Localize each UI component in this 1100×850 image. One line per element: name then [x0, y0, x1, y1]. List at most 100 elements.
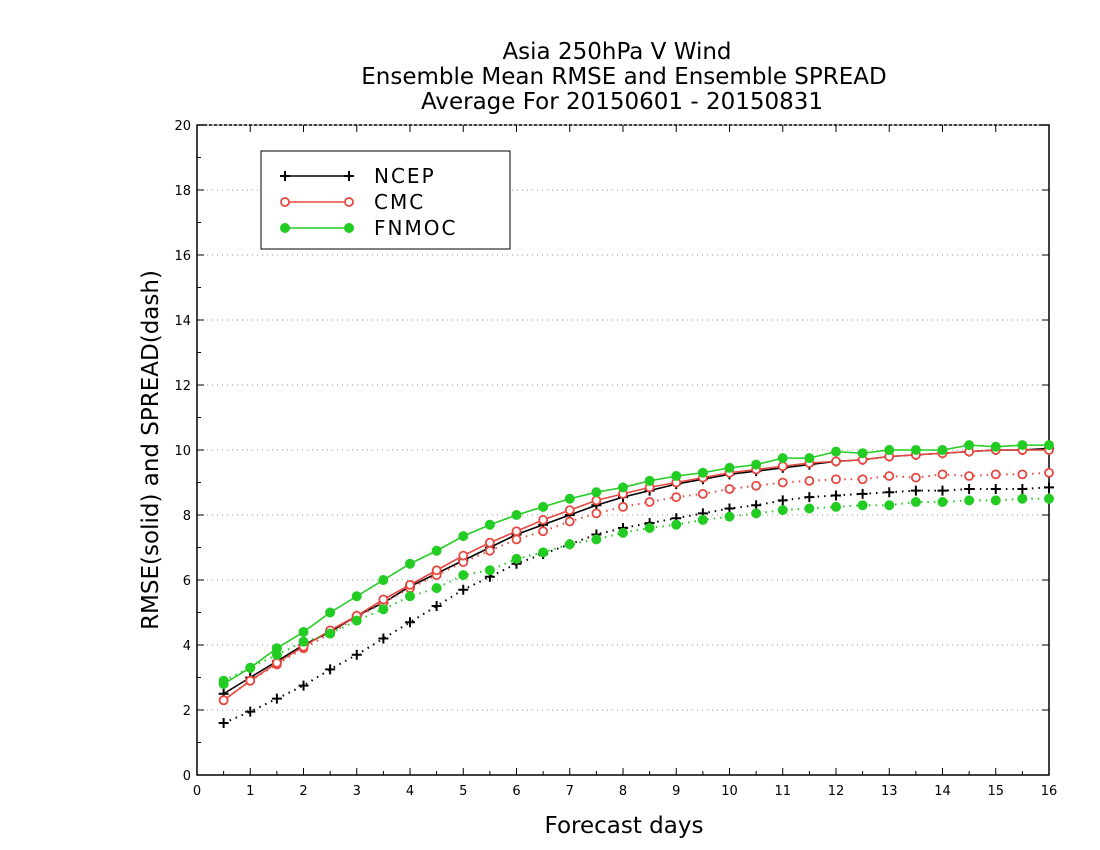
ncep-spread-point	[351, 649, 362, 660]
fnmoc-spread-point	[351, 615, 362, 626]
fnmoc-spread-point	[591, 534, 602, 545]
fnmoc-spread-point	[618, 527, 628, 538]
x-tick-label: 6	[512, 784, 520, 799]
cmc-spread-point	[591, 508, 602, 519]
fnmoc-spread-point	[1017, 493, 1028, 504]
cmc-spread-point	[644, 497, 655, 507]
y-tick-label: 10	[174, 444, 191, 459]
cmc-rmse-point	[218, 695, 229, 706]
x-axis-label: Forecast days	[545, 813, 704, 839]
fnmoc-rmse-point	[298, 627, 309, 637]
fnmoc-rmse-point	[511, 510, 522, 520]
cmc-rmse-point	[431, 565, 442, 576]
fnmoc-rmse-point	[218, 679, 229, 689]
fnmoc-rmse-point	[378, 575, 389, 585]
cmc-spread-point	[751, 480, 762, 491]
cmc-spread-point	[1044, 467, 1054, 478]
fnmoc-rmse-point	[484, 519, 495, 530]
cmc-rmse-point	[458, 550, 469, 561]
title-line-2: Ensemble Mean RMSE and Ensemble SPREAD	[361, 64, 886, 90]
cmc-rmse-point	[777, 461, 788, 472]
y-tick-label: 8	[183, 509, 191, 524]
cmc-spread-point	[511, 534, 522, 545]
fnmoc-rmse-point	[405, 558, 415, 569]
y-axis-label: RMSE(solid) and SPREAD(dash)	[138, 270, 164, 630]
fnmoc-rmse-point	[697, 467, 708, 478]
fnmoc-rmse-point	[538, 501, 549, 512]
x-tick-label: 0	[193, 784, 201, 799]
fnmoc-rmse-point	[857, 448, 868, 459]
y-tick-label: 14	[174, 314, 191, 329]
fnmoc-spread-point	[644, 523, 655, 533]
legend-cmc-label: CMC	[374, 190, 425, 214]
y-tick-label: 16	[174, 249, 191, 264]
cmc-rmse-line	[223, 449, 1049, 701]
ncep-spread-point	[910, 485, 921, 496]
cmc-spread-point	[884, 471, 895, 481]
fnmoc-spread-point	[831, 501, 841, 512]
cmc-spread-point	[538, 526, 549, 537]
y-tick-label: 18	[174, 184, 191, 199]
ncep-spread-point	[405, 617, 415, 628]
cmc-rmse-point	[831, 456, 841, 467]
cmc-rmse-point	[538, 514, 549, 525]
cmc-spread-point	[910, 472, 921, 483]
fnmoc-spread-point	[405, 591, 415, 602]
fnmoc-spread-point	[511, 553, 522, 564]
x-tick-label: 10	[721, 784, 738, 799]
cmc-spread-point	[964, 471, 975, 481]
x-tick-label: 11	[774, 784, 791, 799]
fnmoc-spread-point	[804, 503, 815, 514]
chart-title: Asia 250hPa V Wind Ensemble Mean RMSE an…	[361, 39, 886, 115]
x-tick-label: 12	[828, 784, 845, 799]
ncep-spread-point	[245, 706, 256, 717]
fnmoc-spread-point	[484, 565, 495, 576]
fnmoc-rmse-point	[804, 453, 815, 464]
cmc-rmse-point	[245, 675, 256, 686]
ncep-spread-point	[804, 492, 815, 503]
fnmoc-spread-point	[538, 547, 549, 558]
legend-box	[260, 150, 511, 250]
legend-ncep-marker-left	[280, 171, 290, 181]
fnmoc-rmse-point	[564, 493, 575, 504]
cmc-spread-point	[990, 469, 1001, 480]
cmc-rmse-point	[484, 537, 495, 548]
cmc-spread-point	[564, 516, 575, 527]
fnmoc-spread-point	[298, 636, 309, 647]
cmc-rmse-point	[564, 505, 575, 516]
ncep-spread-point	[378, 633, 389, 644]
fnmoc-spread-point	[1044, 493, 1054, 504]
ncep-spread-point	[431, 601, 442, 611]
fnmoc-spread-point	[857, 500, 868, 511]
fnmoc-rmse-point	[325, 607, 336, 618]
cmc-rmse-point	[405, 579, 415, 590]
cmc-spread-point	[831, 474, 841, 485]
legend-ncep-marker-right	[344, 171, 354, 181]
fnmoc-rmse-point	[777, 453, 788, 464]
title-line-1: Asia 250hPa V Wind	[502, 39, 731, 65]
fnmoc-rmse-point	[831, 446, 841, 457]
x-tick-label: 15	[987, 784, 1004, 799]
fnmoc-rmse-point	[884, 445, 895, 455]
cmc-spread-point	[857, 474, 868, 485]
x-tick-label: 5	[459, 784, 467, 799]
cmc-spread-point	[1017, 469, 1028, 480]
fnmoc-spread-point	[884, 500, 895, 511]
fnmoc-spread-point	[431, 583, 442, 594]
fnmoc-spread-point	[564, 539, 575, 550]
ncep-spread-point	[325, 664, 336, 675]
fnmoc-spread-point	[724, 511, 735, 522]
cmc-spread-point	[484, 545, 495, 556]
legend-fnmoc-marker-right	[344, 223, 354, 233]
ncep-spread-point	[458, 584, 469, 595]
legend-cmc-marker-right	[344, 197, 354, 207]
fnmoc-spread-point	[697, 514, 708, 525]
legend-fnmoc-marker-left	[280, 223, 290, 233]
ncep-spread-point	[990, 484, 1001, 494]
ncep-spread-point	[1044, 482, 1054, 493]
x-tick-label: 9	[672, 784, 680, 799]
x-tick-label: 8	[619, 784, 627, 799]
fnmoc-rmse-point	[990, 441, 1001, 452]
